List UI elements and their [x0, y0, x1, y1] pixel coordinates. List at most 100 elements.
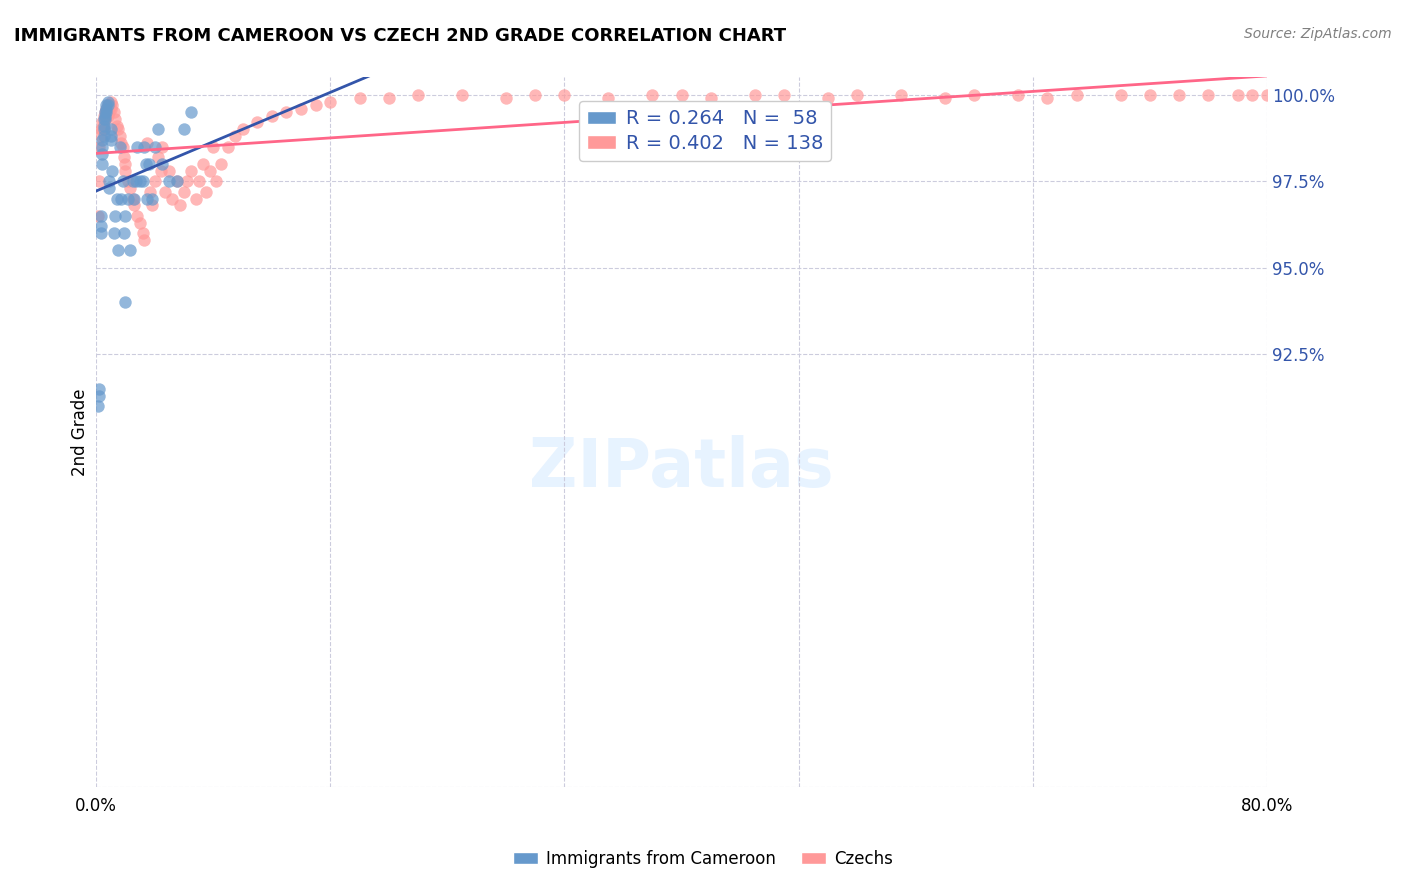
Point	[406, 87, 429, 102]
Point	[101, 164, 124, 178]
Point	[890, 87, 912, 102]
Point	[108, 129, 131, 144]
Point	[671, 87, 693, 102]
Point	[114, 295, 136, 310]
Point	[100, 102, 122, 116]
Point	[187, 174, 209, 188]
Point	[97, 102, 120, 116]
Point	[157, 174, 180, 188]
Point	[150, 139, 173, 153]
Point	[132, 174, 155, 188]
Point	[87, 174, 110, 188]
Point	[122, 198, 145, 212]
Point	[524, 87, 547, 102]
Point	[114, 164, 136, 178]
Point	[180, 164, 202, 178]
Point	[231, 122, 253, 136]
Point	[153, 185, 176, 199]
Point	[224, 129, 246, 144]
Point	[146, 122, 169, 136]
Point	[141, 192, 163, 206]
Point	[138, 157, 160, 171]
Point	[744, 87, 766, 102]
Point	[495, 91, 517, 105]
Point	[132, 226, 155, 240]
Point	[700, 91, 723, 105]
Point	[136, 136, 159, 151]
Point	[553, 87, 575, 102]
Point	[127, 209, 149, 223]
Point	[93, 122, 115, 136]
Point	[129, 174, 152, 188]
Point	[114, 209, 136, 223]
Point	[200, 164, 222, 178]
Point	[103, 226, 125, 240]
Point	[91, 133, 114, 147]
Point	[143, 174, 166, 188]
Point	[846, 87, 869, 102]
Point	[97, 108, 120, 122]
Point	[141, 198, 163, 212]
Point	[157, 164, 180, 178]
Point	[1007, 87, 1029, 102]
Point	[98, 105, 121, 120]
Point	[87, 382, 110, 396]
Point	[143, 139, 166, 153]
Point	[105, 192, 128, 206]
Point	[773, 87, 796, 102]
Text: IMMIGRANTS FROM CAMEROON VS CZECH 2ND GRADE CORRELATION CHART: IMMIGRANTS FROM CAMEROON VS CZECH 2ND GR…	[14, 27, 786, 45]
Point	[90, 226, 112, 240]
Point	[963, 87, 986, 102]
Text: Source: ZipAtlas.com: Source: ZipAtlas.com	[1244, 27, 1392, 41]
Point	[117, 192, 139, 206]
Point	[118, 181, 141, 195]
Point	[934, 91, 956, 105]
Point	[1241, 87, 1264, 102]
Point	[93, 108, 115, 122]
Point	[122, 192, 145, 206]
Point	[209, 157, 232, 171]
Point	[86, 209, 108, 223]
Point	[96, 98, 118, 112]
Point	[94, 105, 117, 120]
Point	[378, 91, 401, 105]
Point	[96, 108, 118, 122]
Point	[180, 105, 202, 120]
Point	[103, 105, 125, 120]
Point	[169, 198, 191, 212]
Point	[1197, 87, 1219, 102]
Point	[136, 192, 159, 206]
Point	[100, 133, 122, 147]
Point	[127, 139, 149, 153]
Point	[125, 174, 148, 188]
Point	[246, 115, 269, 129]
Point	[107, 122, 129, 136]
Point	[93, 115, 115, 129]
Point	[817, 91, 839, 105]
Point	[1256, 87, 1278, 102]
Point	[598, 91, 620, 105]
Point	[87, 139, 110, 153]
Point	[217, 139, 239, 153]
Point	[105, 119, 128, 133]
Point	[205, 174, 228, 188]
Point	[134, 233, 156, 247]
Point	[97, 95, 120, 109]
Point	[1109, 87, 1132, 102]
Point	[98, 98, 121, 112]
Point	[100, 95, 122, 109]
Point	[1066, 87, 1088, 102]
Point	[191, 157, 214, 171]
Point	[135, 157, 157, 171]
Point	[149, 164, 172, 178]
Y-axis label: 2nd Grade: 2nd Grade	[72, 388, 89, 476]
Point	[91, 139, 114, 153]
Point	[98, 174, 121, 188]
Point	[290, 102, 312, 116]
Point	[110, 136, 132, 151]
Point	[91, 115, 114, 129]
Legend: Immigrants from Cameroon, Czechs: Immigrants from Cameroon, Czechs	[506, 844, 900, 875]
Point	[98, 181, 121, 195]
Point	[90, 122, 112, 136]
Point	[90, 219, 112, 234]
